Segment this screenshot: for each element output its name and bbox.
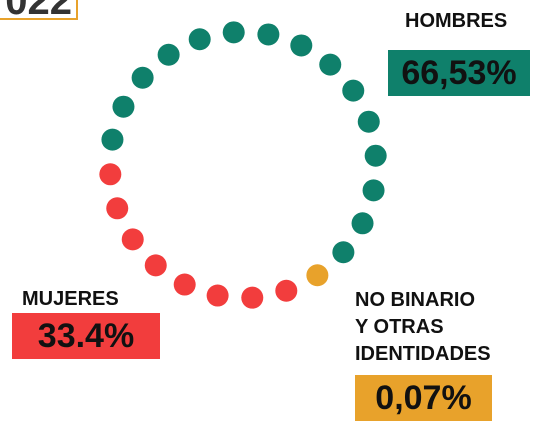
- dot: [241, 286, 264, 309]
- dot: [106, 197, 129, 220]
- dot: [257, 23, 280, 46]
- dot: [99, 163, 122, 186]
- dot: [173, 273, 196, 296]
- dot: [157, 43, 180, 66]
- value-label: 33.4%: [12, 313, 160, 359]
- dot: [290, 34, 313, 57]
- title: 022: [0, 0, 78, 22]
- legend-label: HOMBRES: [405, 10, 508, 32]
- value-label: 66,53%: [388, 50, 530, 96]
- legend-label: NO BINARIO Y OTRAS IDENTIDADES: [355, 289, 491, 365]
- dot: [112, 95, 135, 118]
- dot: [362, 179, 385, 202]
- value-label: 0,07%: [355, 375, 492, 421]
- dot: [188, 28, 211, 51]
- dot: [342, 79, 365, 102]
- dot: [306, 264, 329, 287]
- dot: [275, 279, 298, 302]
- dot: [319, 53, 342, 76]
- dot: [131, 66, 154, 89]
- dot: [222, 21, 245, 44]
- dot: [144, 254, 167, 277]
- dot: [121, 228, 144, 251]
- dot: [101, 128, 124, 151]
- dot: [332, 241, 355, 264]
- dot: [206, 284, 229, 307]
- dot: [364, 144, 387, 167]
- dot: [351, 212, 374, 235]
- legend-label: MUJERES: [22, 288, 119, 310]
- dot: [357, 110, 380, 133]
